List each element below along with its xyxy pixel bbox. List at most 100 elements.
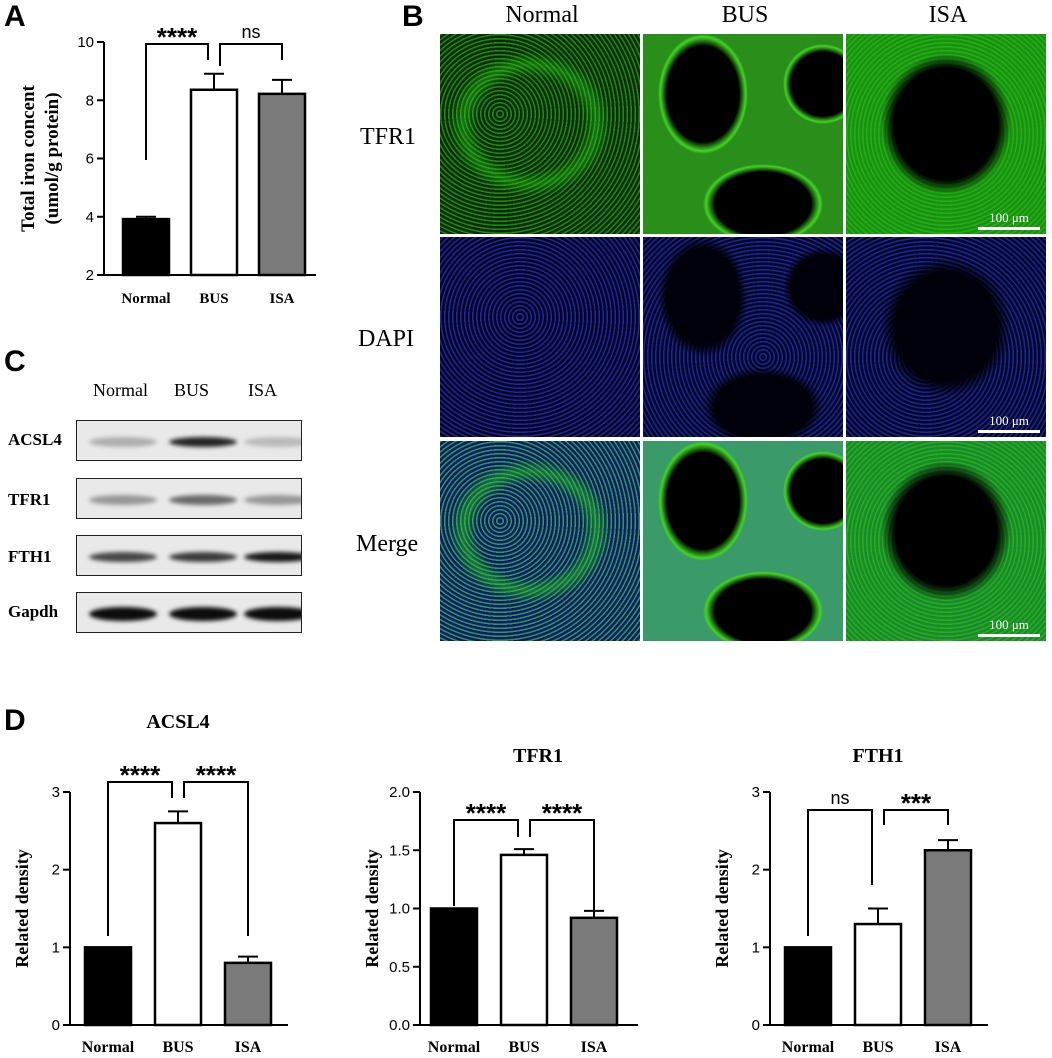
bar-isa: [257, 92, 307, 277]
lane-label-normal: Normal: [93, 380, 148, 400]
category-label: ISA: [581, 1039, 608, 1056]
blot-band: [244, 437, 301, 447]
category-label: BUS: [862, 1039, 893, 1056]
y-tick-label: 1.0: [389, 901, 410, 918]
micrograph-tfr1-normal: [440, 34, 640, 234]
micrograph-merge-isa: 100 μm: [846, 441, 1046, 641]
y-tick-label: 10: [77, 34, 94, 51]
blot-label-tfr1: TFR1: [8, 490, 51, 509]
y-axis-label: Related density: [712, 849, 732, 968]
chart-a-total-iron: 2 4 6 8 10 Total iron concent (umol/g protein)…: [18, 22, 316, 307]
significance-bracket: [107, 781, 173, 936]
category-label: Normal: [82, 1039, 135, 1056]
scale-bar-line: [978, 227, 1040, 230]
scale-bar: 100 μm: [978, 413, 1040, 433]
bar-bus: [853, 922, 903, 1027]
chart-title: FTH1: [852, 745, 903, 767]
row-header-tfr1: TFR1: [360, 124, 417, 150]
blot-band: [89, 437, 157, 447]
category-label: Normal: [121, 291, 170, 307]
scale-bar: 100 μm: [978, 210, 1040, 230]
significance-label: ****: [157, 22, 198, 52]
bar-bus: [153, 821, 203, 1027]
blot-band: [244, 607, 301, 621]
y-tick-label: 0.0: [389, 1017, 410, 1034]
micrograph-dapi-isa: 100 μm: [846, 237, 1046, 437]
bar-bus: [499, 853, 549, 1027]
blot-band: [169, 552, 237, 562]
blot-band: [169, 437, 237, 447]
chart-d-fth1: 0 1 2 3 Related density FTH1 Normal BUS ISA ns ***: [712, 745, 988, 1056]
blot-label-fth1: FTH1: [8, 547, 52, 566]
panel-letter-c: C: [4, 345, 26, 378]
category-label: Normal: [782, 1039, 835, 1056]
bar-normal: [121, 217, 171, 277]
y-axis-label: Total iron concent: [18, 84, 39, 231]
blot-band: [244, 552, 301, 562]
micrograph-tfr1-bus: [643, 34, 843, 234]
scale-bar-label: 100 μm: [989, 210, 1029, 225]
micrograph-tfr1-isa: 100 μm: [846, 34, 1046, 234]
category-label: BUS: [162, 1039, 193, 1056]
panel-letter-a: A: [4, 0, 26, 33]
blot-row-acsl4: [76, 420, 302, 461]
y-tick-label: 6: [86, 151, 94, 168]
significance-bracket: [807, 809, 873, 936]
y-tick-label: 2.0: [389, 784, 410, 801]
significance-label: ****: [196, 760, 237, 790]
chart-title: ACSL4: [146, 711, 209, 733]
blot-band: [169, 495, 237, 505]
column-header-isa: ISA: [928, 2, 968, 28]
panel-letter-b: B: [402, 0, 424, 33]
significance-bracket: [219, 43, 283, 66]
bar-isa: [923, 849, 973, 1027]
scale-bar-label: 100 μm: [989, 413, 1029, 428]
bar-isa: [569, 916, 619, 1027]
y-axis-label: Related density: [12, 849, 32, 968]
bar-normal: [429, 907, 479, 1027]
significance-bracket: [883, 809, 949, 825]
y-tick-label: 0.5: [389, 959, 410, 976]
category-label: BUS: [199, 291, 228, 307]
significance-label: ****: [542, 798, 583, 828]
micrograph-merge-normal: [440, 441, 640, 641]
bar-normal: [783, 946, 833, 1027]
lane-label-isa: ISA: [248, 380, 278, 400]
significance-bracket: [453, 819, 519, 906]
significance-bracket: [145, 43, 209, 160]
scale-bar-label: 100 μm: [989, 617, 1029, 632]
bar-normal: [83, 946, 133, 1027]
significance-label: ****: [466, 798, 507, 828]
category-label: ISA: [935, 1039, 962, 1056]
bar-isa: [223, 961, 273, 1027]
blot-band: [89, 552, 157, 562]
y-tick-label: 1: [752, 939, 760, 956]
bar-bus: [189, 88, 239, 277]
blot-band: [169, 607, 237, 621]
blot-row-tfr1: [76, 478, 302, 519]
y-tick-label: 3: [52, 784, 60, 801]
blot-band: [244, 495, 301, 505]
row-header-merge: Merge: [356, 531, 419, 557]
category-label: Normal: [428, 1039, 481, 1056]
blot-row-fth1: [76, 535, 302, 576]
significance-label: ns: [830, 788, 849, 808]
row-header-dapi: DAPI: [358, 326, 415, 352]
significance-label: ***: [901, 788, 932, 818]
scale-bar-line: [978, 634, 1040, 637]
y-tick-label: 2: [86, 267, 94, 284]
y-axis-label: (umol/g protein): [42, 92, 63, 224]
y-tick-label: 4: [86, 209, 94, 226]
micrograph-merge-bus: [643, 441, 843, 641]
panel-letter-d: D: [4, 704, 26, 737]
category-label: ISA: [235, 1039, 262, 1056]
chart-title: TFR1: [513, 745, 563, 767]
y-tick-label: 0: [752, 1017, 760, 1034]
y-tick-label: 3: [752, 784, 760, 801]
scale-bar-line: [978, 430, 1040, 433]
y-tick-label: 2: [752, 862, 760, 879]
significance-label: ****: [120, 760, 161, 790]
y-axis-label: Related density: [362, 849, 382, 968]
y-tick-label: 1.5: [389, 842, 410, 859]
scale-bar: 100 μm: [978, 617, 1040, 637]
